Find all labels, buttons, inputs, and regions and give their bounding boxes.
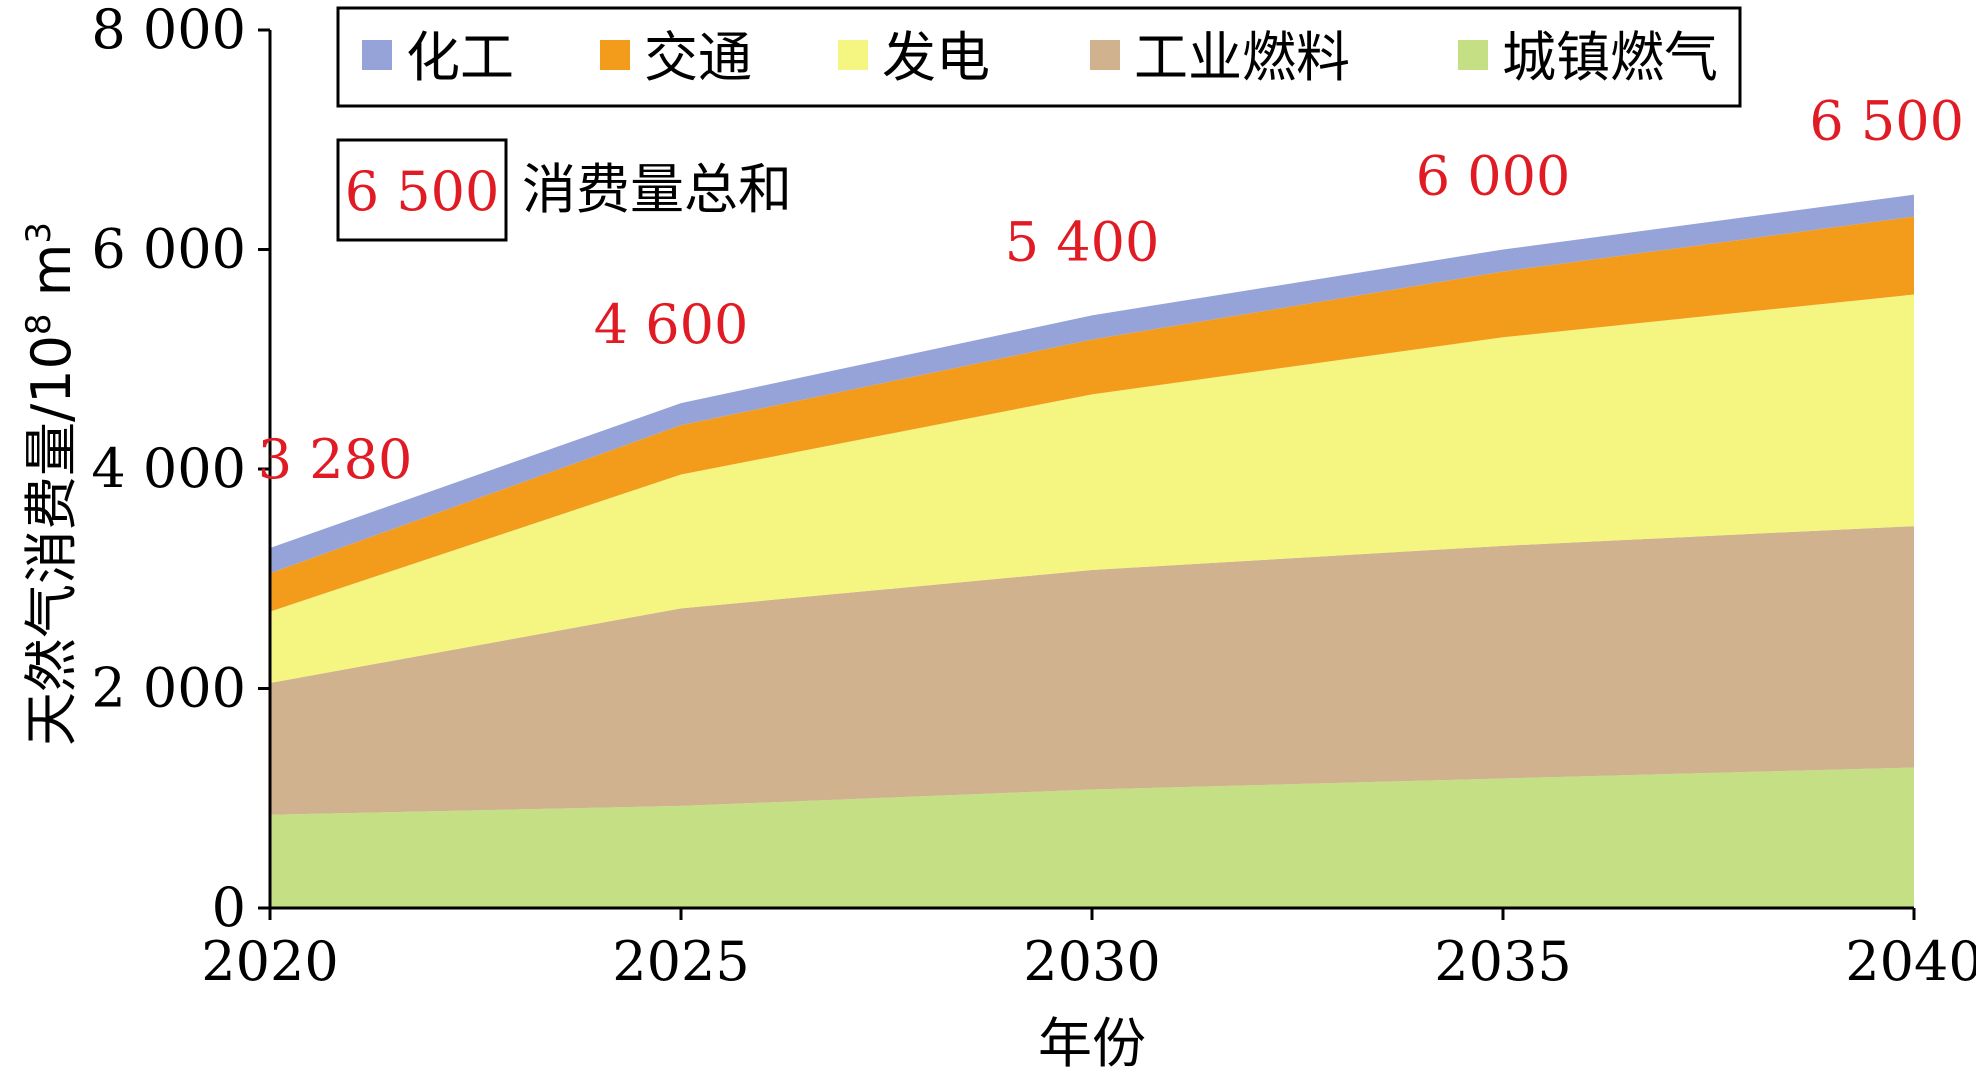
axes-layer: 0 2 000 4 000 6 000 8 000 2020 2025 2030 2035 204… — [19, 0, 1976, 1075]
x-tick-label: 2025 — [612, 930, 749, 993]
total-label: 3 280 — [258, 428, 413, 491]
total-label: 4 600 — [594, 293, 749, 356]
legend-swatch — [1090, 40, 1120, 70]
legend-swatch — [362, 40, 392, 70]
legend-layer: 化工 交通 发电 工业燃料 城镇燃气 6 500 消费量总和 — [336, 6, 1742, 242]
labels-layer: 3 280 4 600 5 400 6 000 6 500 — [258, 90, 1964, 491]
areas-layer — [270, 194, 1914, 908]
y-axis-title: 天然气消费量/108 m3 — [19, 222, 83, 746]
total-legend-box — [336, 138, 508, 242]
y-tick-label: 6 000 — [91, 218, 246, 281]
legend-swatch — [1458, 40, 1488, 70]
total-label: 6 000 — [1416, 145, 1571, 208]
area-series-2 — [270, 294, 1914, 684]
area-series-1 — [270, 526, 1914, 815]
total-label: 5 400 — [1005, 210, 1160, 273]
legend-label: 发电 — [882, 26, 990, 89]
y-tick-label: 0 — [212, 876, 246, 939]
legend-label: 化工 — [406, 26, 514, 89]
legend-box — [336, 6, 1742, 108]
y-tick-label: 2 000 — [91, 657, 246, 720]
x-tick-label: 2020 — [201, 930, 338, 993]
x-axis-title: 年份 — [1038, 1012, 1146, 1075]
legend-swatch — [838, 40, 868, 70]
x-tick-label: 2040 — [1845, 930, 1976, 993]
legend-label: 工业燃料 — [1134, 26, 1350, 89]
area-series-3 — [270, 216, 1914, 612]
y-tick-label: 8 000 — [91, 0, 246, 61]
total-label: 6 500 — [1809, 90, 1964, 153]
total-legend-value: 6 500 — [345, 160, 500, 223]
legend-label: 交通 — [644, 26, 752, 89]
area-series-0 — [270, 767, 1914, 908]
legend-swatch — [600, 40, 630, 70]
area-series-4 — [270, 194, 1914, 574]
y-tick-label: 4 000 — [91, 437, 246, 500]
x-tick-label: 2030 — [1023, 930, 1160, 993]
total-legend-label: 消费量总和 — [522, 158, 792, 221]
legend-label: 城镇燃气 — [1502, 26, 1718, 89]
x-tick-label: 2035 — [1434, 930, 1571, 993]
